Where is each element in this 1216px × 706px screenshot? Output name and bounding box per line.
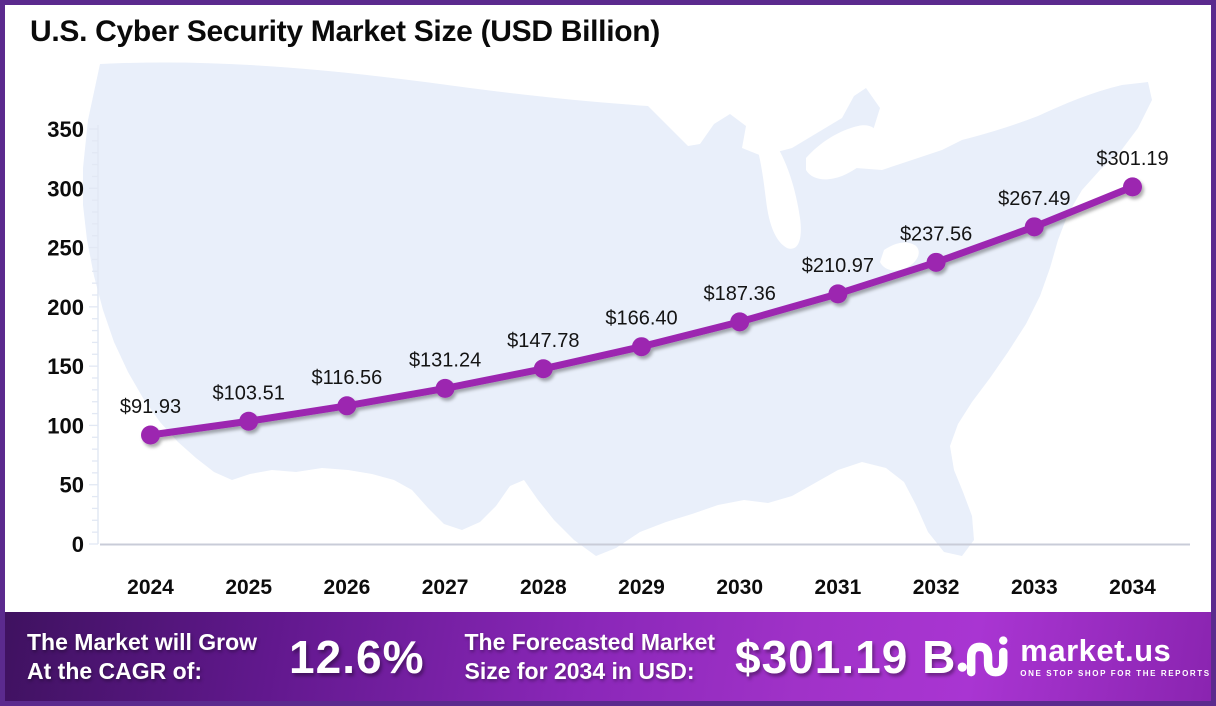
data-point	[1024, 217, 1044, 237]
data-point	[1123, 177, 1142, 197]
data-label: $237.56	[900, 223, 972, 245]
cagr-label-line1: The Market will Grow	[27, 629, 258, 656]
forecast-label-line2: Size for 2034 in USD:	[464, 657, 695, 684]
data-label: $210.97	[802, 255, 874, 277]
series-line-group	[141, 177, 1142, 445]
market-us-logo-icon	[957, 635, 1008, 676]
logo-text: market.us	[1020, 633, 1172, 668]
data-point	[730, 312, 750, 332]
x-tick-label: 2024	[127, 576, 174, 599]
x-tick-label: 2028	[520, 576, 567, 599]
x-tick-label: 2034	[1109, 576, 1156, 599]
y-tick-label: 200	[47, 295, 84, 320]
y-tick-label: 0	[72, 532, 84, 557]
y-tick-label: 300	[47, 176, 84, 201]
x-tick-label: 2032	[913, 576, 960, 599]
stats-banner: The Market will Grow At the CAGR of: 12.…	[5, 612, 1211, 701]
data-label: $116.56	[311, 367, 382, 389]
data-label: $166.40	[605, 308, 677, 330]
data-label: $131.24	[409, 349, 481, 371]
data-point	[533, 359, 553, 379]
x-tick-label: 2026	[324, 576, 371, 599]
data-label: $267.49	[998, 188, 1070, 210]
data-label: $187.36	[704, 283, 776, 305]
data-point	[337, 396, 357, 416]
logo-tagline: ONE STOP SHOP FOR THE REPORTS	[1020, 669, 1211, 678]
chart-title: U.S. Cyber Security Market Size (USD Bil…	[30, 15, 660, 48]
x-tick-label: 2029	[618, 576, 665, 599]
data-label: $147.78	[507, 330, 579, 352]
data-point	[435, 378, 455, 398]
cagr-label: The Market will Grow At the CAGR of:	[27, 628, 257, 684]
data-point	[828, 284, 848, 304]
data-point	[632, 337, 651, 357]
forecast-label: The Forecasted Market Size for 2034 in U…	[464, 628, 715, 684]
usa-map-silhouette	[83, 62, 1152, 557]
y-axis: 0 50 100 150 200 250 300 350	[47, 117, 99, 557]
y-tick-label: 100	[47, 413, 84, 438]
forecast-label-line1: The Forecasted Market	[464, 629, 716, 656]
cagr-label-line2: At the CAGR of:	[27, 657, 203, 684]
forecast-value: $301.19 B	[735, 630, 957, 683]
x-tick-label: 2033	[1011, 576, 1058, 599]
y-tick-label: 150	[47, 354, 84, 379]
data-point	[239, 411, 259, 431]
x-axis: 2024 2025 2026 2027 2028 2029 2030 2031 2032 2033…	[100, 543, 1190, 599]
cagr-value: 12.6%	[289, 630, 425, 683]
data-label: $301.19	[1096, 148, 1168, 170]
y-tick-label: 350	[47, 117, 84, 142]
x-tick-label: 2030	[716, 576, 763, 599]
data-point	[141, 425, 160, 445]
y-tick-label: 250	[47, 236, 84, 261]
x-tick-label: 2027	[422, 576, 469, 599]
x-tick-label: 2031	[815, 576, 862, 599]
market-us-logo: market.us ONE STOP SHOP FOR THE REPORTS	[956, 633, 1210, 681]
data-point	[926, 252, 946, 272]
data-label: $103.51	[213, 382, 285, 404]
data-label-group: $91.93 $103.51 $116.56 $131.24 $147.78 $166.4…	[120, 148, 1169, 418]
data-label: $91.93	[120, 396, 181, 418]
x-tick-label: 2025	[225, 576, 272, 599]
y-tick-label: 50	[60, 473, 84, 498]
